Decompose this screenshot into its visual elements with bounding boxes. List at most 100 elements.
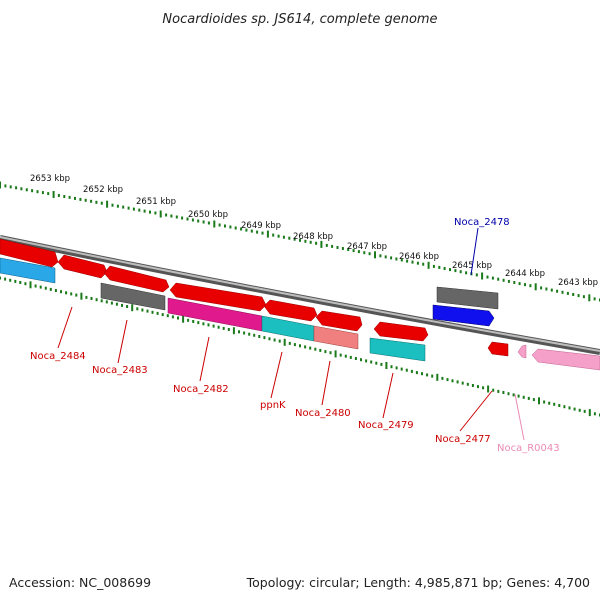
minor-tick [390, 365, 393, 369]
gene-arrow[interactable] [517, 344, 527, 359]
gene-block[interactable] [100, 282, 166, 311]
gene-arrow[interactable] [263, 299, 318, 322]
minor-tick [229, 225, 232, 229]
minor-tick [54, 289, 57, 292]
leader-line [117, 319, 128, 364]
gene-label[interactable]: Noca_2479 [358, 420, 414, 431]
minor-tick [161, 313, 164, 317]
minor-tick [502, 391, 505, 394]
minor-tick [517, 394, 520, 398]
gene-label[interactable]: Noca_2477 [435, 434, 491, 445]
gene-label[interactable]: Noca_2480 [295, 408, 351, 419]
gene-label[interactable]: Noca_R0043 [497, 443, 560, 454]
minor-tick [375, 361, 378, 365]
gene-label[interactable]: ppnK [260, 400, 286, 411]
kbp-label: 2649 kbp [241, 221, 281, 231]
minor-tick [497, 277, 500, 281]
kbp-label: 2647 kbp [347, 242, 387, 252]
minor-tick [65, 291, 68, 295]
minor-tick [524, 283, 526, 287]
gene-arrow[interactable] [373, 321, 429, 342]
kbp-label-group: 2653 kbp 2652 kbp 2651 kbp 2650 kbp 2649… [30, 174, 598, 288]
minor-tick [105, 300, 108, 304]
minor-tick [532, 398, 535, 402]
minor-tick [68, 195, 71, 199]
leader-lines [57, 227, 525, 441]
gene-arrow[interactable] [169, 282, 267, 312]
kbp-label: 2653 kbp [30, 174, 70, 184]
kbp-label: 2651 kbp [136, 197, 176, 207]
minor-tick [34, 284, 37, 288]
minor-tick [582, 295, 585, 299]
leader-line [321, 360, 331, 406]
minor-tick [186, 217, 189, 221]
minor-tick [41, 191, 44, 195]
minor-tick [47, 192, 50, 196]
major-tick [588, 294, 591, 302]
kbp-label: 2652 kbp [83, 185, 123, 195]
major-tick [213, 220, 216, 228]
minor-tick [24, 282, 27, 286]
gene-block[interactable] [369, 337, 426, 362]
gene-label[interactable]: Noca_2482 [173, 384, 229, 395]
major-tick [538, 397, 540, 405]
minor-tick [344, 354, 347, 358]
minor-tick [309, 346, 312, 350]
gene-arrow[interactable] [57, 254, 108, 279]
minor-tick [352, 249, 355, 253]
gene-block[interactable] [436, 286, 499, 310]
minor-tick [126, 305, 129, 308]
minor-tick [15, 186, 18, 190]
minor-tick [95, 200, 98, 204]
minor-tick [0, 276, 1, 280]
gene-label[interactable]: Noca_2478 [454, 217, 510, 228]
gene-arrow[interactable] [487, 341, 509, 357]
minor-tick [85, 295, 88, 299]
minor-tick [175, 215, 178, 219]
minor-tick [95, 298, 98, 302]
kbp-label: 2643 kbp [558, 278, 598, 288]
gene-block[interactable] [0, 257, 56, 284]
minor-tick [426, 373, 429, 377]
minor-tick [197, 321, 200, 325]
gene-arrow[interactable] [432, 304, 495, 327]
major-tick [334, 350, 337, 358]
minor-tick [454, 269, 457, 273]
minor-tick [568, 406, 571, 410]
minor-tick [304, 239, 307, 243]
gene-arrow[interactable] [531, 348, 600, 371]
minor-tick [273, 338, 276, 342]
minor-tick [222, 326, 225, 330]
minor-tick [261, 231, 264, 235]
minor-tick [288, 236, 291, 240]
minor-tick [181, 216, 184, 220]
minor-tick [522, 395, 525, 399]
major-tick [487, 385, 490, 393]
major-tick [427, 261, 430, 269]
minor-tick [218, 223, 221, 227]
minor-tick [593, 297, 596, 301]
gene-arrow[interactable] [0, 238, 59, 268]
major-tick [385, 362, 388, 369]
minor-tick [400, 367, 403, 371]
minor-tick [451, 379, 454, 383]
minor-tick [379, 254, 382, 258]
minor-tick [475, 273, 478, 277]
minor-tick [4, 277, 7, 281]
minor-tick [79, 197, 82, 201]
leader-line [199, 336, 210, 382]
major-tick [481, 272, 484, 280]
minor-tick [19, 281, 22, 284]
gene-block[interactable] [313, 325, 359, 350]
gene-label[interactable]: Noca_2483 [92, 365, 148, 376]
major-tick [52, 191, 55, 198]
gene-arrow[interactable] [103, 265, 170, 293]
minor-tick [143, 209, 146, 213]
minor-tick [177, 316, 179, 320]
minor-tick [558, 404, 561, 407]
minor-tick [293, 237, 296, 241]
minor-tick [256, 230, 259, 234]
gene-arrow[interactable] [315, 310, 363, 332]
gene-label[interactable]: Noca_2484 [30, 351, 86, 362]
